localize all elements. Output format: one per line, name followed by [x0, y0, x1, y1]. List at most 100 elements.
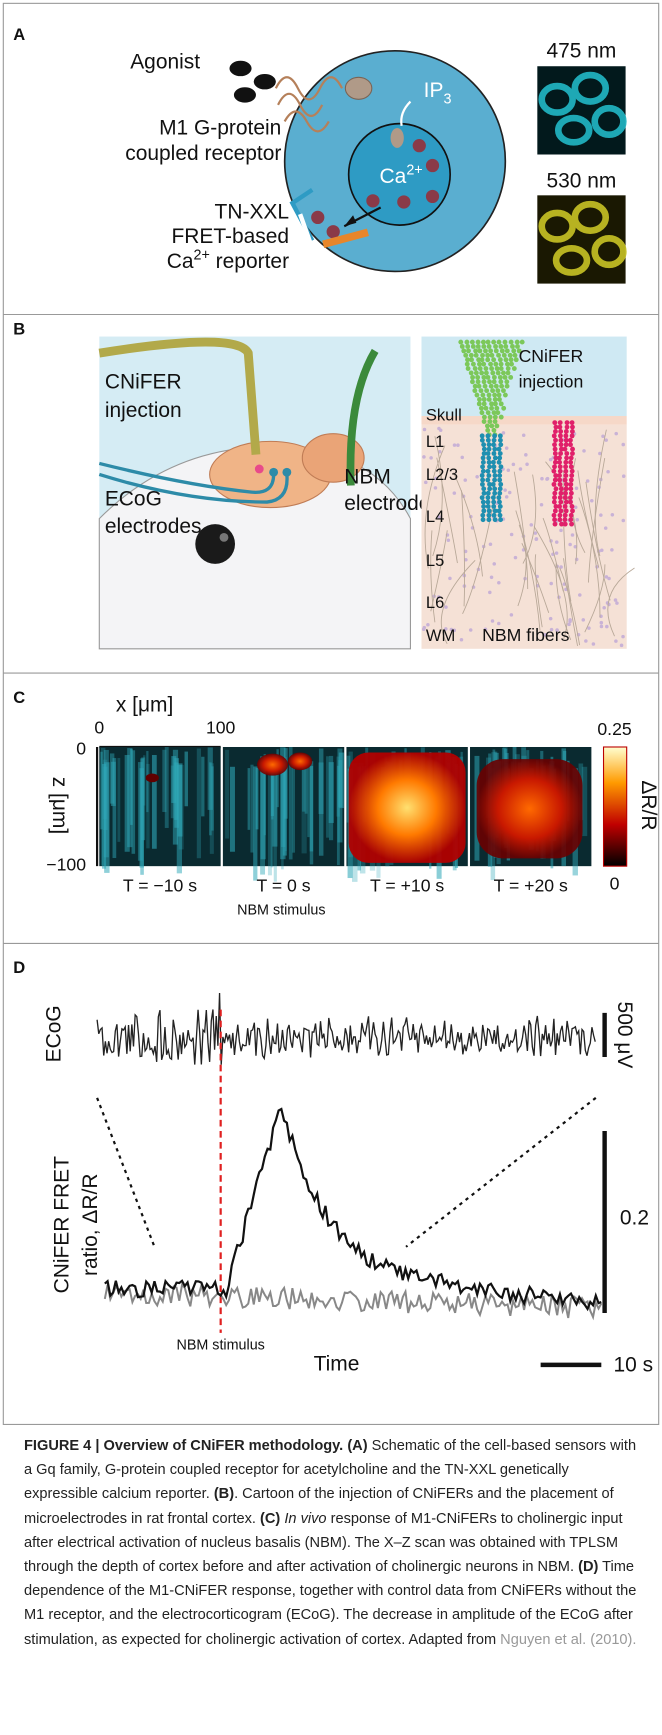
reporter-ca: Ca [167, 250, 194, 273]
scan-streak [100, 751, 103, 830]
cnifer-dot [563, 508, 569, 514]
fiber [430, 530, 436, 623]
cnifer-dot [486, 392, 492, 398]
cnifer-dot [490, 370, 496, 376]
scan-streak [271, 757, 274, 820]
colorbar-label: 0.25 [597, 719, 632, 739]
cnifer-dot [479, 437, 485, 443]
calcium-icon [366, 194, 380, 208]
receptor-icon [274, 76, 344, 133]
cnifer-dot [497, 468, 503, 474]
scan-streak [103, 766, 108, 830]
b-label: injection [105, 399, 182, 422]
cnifer-dot [481, 451, 487, 456]
scan-streak [196, 748, 202, 859]
cnifer-dot [492, 490, 498, 496]
cnifer-dot [487, 419, 493, 424]
cnifer-dot [501, 405, 507, 411]
scan-streak [281, 763, 284, 870]
cnifer-dot [498, 379, 504, 385]
cnifer-dot [519, 339, 525, 345]
reporter-label: TN-XXL [215, 201, 290, 224]
axis-title: z [μm] [48, 777, 71, 834]
cnifer-dot [473, 370, 479, 376]
cell-dot [602, 605, 606, 610]
cnifer-dot [498, 464, 504, 470]
colorbar-label: 0 [610, 873, 620, 893]
scan-streak [211, 766, 214, 831]
cnifer-dot [563, 464, 569, 470]
scale-label: 10 s [613, 1353, 653, 1376]
axis-tick-label: 100 [206, 718, 236, 738]
cnifer-dot [491, 339, 497, 345]
reference-link[interactable]: Nguyen et al. (2010). [500, 1631, 637, 1648]
axis-title: x [μm] [116, 694, 173, 717]
cnifer-dot [487, 379, 492, 385]
injection-site [254, 464, 264, 474]
cnifer-dot [559, 446, 564, 452]
cnifer-dot [562, 512, 568, 518]
cnifer-dot [461, 348, 467, 354]
cnifer-dot [563, 442, 569, 448]
cnifer-dot [558, 451, 564, 456]
cnifer-dot [568, 459, 574, 465]
cnifer-dot [568, 517, 574, 523]
cnifer-dot [480, 477, 486, 483]
cnifer-dot [496, 446, 502, 452]
cnifer-dot [562, 521, 568, 527]
cnifer-dot [485, 477, 491, 483]
cell-dot [574, 486, 579, 491]
scan-streak [307, 758, 310, 838]
cnifer-dot [489, 352, 495, 358]
fiber [424, 445, 446, 569]
caption-label: (A) [347, 1438, 368, 1454]
layer-label: L5 [426, 551, 444, 570]
reporter-sup: 2+ [194, 247, 210, 263]
cnifer-dot [476, 357, 482, 363]
colorbar-title: ΔR/R [637, 780, 660, 830]
cnifer-dot [570, 508, 575, 514]
cell-dot [422, 625, 427, 630]
cnifer-dot [485, 427, 491, 433]
cnifer-dot [495, 410, 501, 416]
fret-trace [104, 1107, 602, 1312]
b-label: CNiFER [519, 346, 584, 366]
fiber [432, 436, 443, 557]
cell-dot [545, 476, 550, 481]
cell-dot [463, 478, 468, 482]
cnifer-dot [484, 388, 490, 394]
arrow [400, 100, 412, 127]
cell-dot [444, 605, 448, 609]
scan-streak [104, 762, 110, 873]
scan-streak [171, 756, 177, 803]
cnifer-dot [476, 401, 482, 407]
cnifer-dot [490, 388, 496, 394]
cell-dot [504, 446, 509, 450]
cnifer-dot [492, 433, 497, 439]
axis-tick-label: 0 [76, 739, 86, 759]
wavelength-label: 530 nm [547, 170, 617, 193]
cell-dot [452, 443, 457, 447]
cnifer-dot [492, 392, 498, 398]
cnifer-dot [568, 495, 573, 501]
cell-dot [539, 502, 544, 507]
cnifer-dot [490, 495, 496, 501]
cell-dot [456, 443, 460, 447]
cnifer-dot [489, 366, 495, 371]
cnifer-dot [481, 397, 487, 402]
cnifer-dot [557, 504, 563, 509]
cnifer-dot [491, 379, 497, 385]
cell-dot [591, 642, 596, 646]
scan-streak [112, 758, 117, 859]
scan-streak [292, 764, 296, 853]
cnifer-dot [481, 486, 487, 492]
cell-dot [568, 542, 572, 547]
cnifer-dot [558, 486, 564, 492]
cnifer-dot [481, 508, 487, 514]
cnifer-dot [492, 473, 498, 479]
cnifer-dot [496, 508, 502, 514]
cnifer-dot [562, 495, 568, 501]
cell-dot [504, 495, 509, 499]
cnifer-dot [480, 464, 485, 470]
cell-dot [582, 449, 586, 453]
